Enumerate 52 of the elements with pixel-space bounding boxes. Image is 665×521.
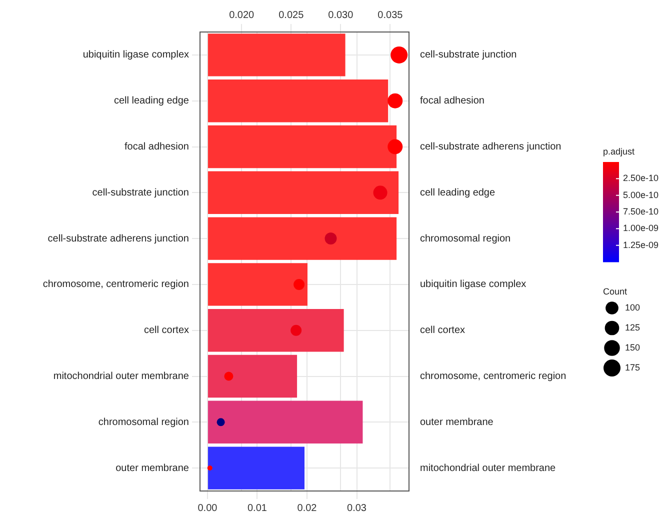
y-tick-label: chromosomal region	[98, 416, 189, 428]
bar	[208, 354, 298, 398]
bar	[208, 171, 399, 214]
y2-tick-label: cell cortex	[420, 325, 466, 336]
y-tick-label: mitochondrial outer membrane	[53, 371, 190, 382]
legend-label: 175	[625, 362, 640, 372]
y-tick-label: focal adhesion	[124, 142, 189, 152]
y2-tick-label: ubiquitin ligase complex	[420, 279, 526, 290]
bar	[208, 446, 304, 490]
x2-tick-label: 0.030	[328, 10, 354, 21]
y-tick-label: cell leading edge	[114, 96, 190, 107]
x-tick-label: 0.03	[347, 502, 367, 514]
point	[294, 278, 305, 290]
x-tick-label: 0.02	[297, 502, 318, 514]
legend-label: 150	[625, 342, 640, 352]
point	[290, 324, 302, 336]
legend-label: 125	[625, 322, 640, 332]
y2-tick-label: cell leading edge	[420, 187, 496, 198]
y2-tick-label: mitochondrial outer membrane	[420, 462, 556, 474]
x-tick-label: 0.01	[247, 502, 268, 514]
legend-title: Count	[603, 286, 628, 296]
x2-tick-label: 0.020	[229, 10, 255, 21]
x2-tick-label: 0.035	[378, 10, 404, 21]
point	[324, 232, 337, 245]
bar	[208, 125, 397, 168]
bar	[208, 309, 344, 352]
y-tick-label: cell-substrate junction	[92, 187, 189, 198]
y2-tick-label: chromosomal region	[420, 233, 511, 244]
x-tick-label: 0.00	[198, 502, 218, 514]
y2-tick-label: cell-substrate adherens junction	[420, 142, 562, 152]
color-bar-label: 1.00e-09	[623, 223, 659, 234]
y-tick-label: cell cortex	[144, 325, 189, 336]
y2-tick-label: cell-substrate junction	[420, 50, 517, 61]
bar	[208, 400, 363, 444]
legend-label: 100	[625, 302, 640, 312]
y-tick-label: chromosome, centromeric region	[42, 279, 189, 290]
y-tick-label: outer membrane	[116, 462, 190, 474]
y2-tick-label: chromosome, centromeric region	[420, 371, 566, 382]
color-bar-label: 7.50e-10	[623, 206, 659, 216]
y2-tick-label: focal adhesion	[420, 96, 484, 107]
bar	[208, 80, 388, 122]
y-tick-label: cell-substrate adherens junction	[48, 233, 189, 244]
y-tick-label: ubiquitin ligase complex	[82, 50, 189, 61]
color-bar-title: p.adjust	[603, 146, 636, 156]
color-bar-label: 2.50e-10	[623, 173, 659, 184]
color-bar-label: 5.00e-10	[623, 190, 659, 200]
y2-tick-label: outer membrane	[420, 416, 494, 428]
bar	[208, 263, 308, 306]
bar	[208, 217, 397, 260]
x2-tick-label: 0.025	[278, 10, 304, 21]
bar	[208, 34, 346, 76]
color-bar-label: 1.25e-09	[623, 240, 659, 250]
